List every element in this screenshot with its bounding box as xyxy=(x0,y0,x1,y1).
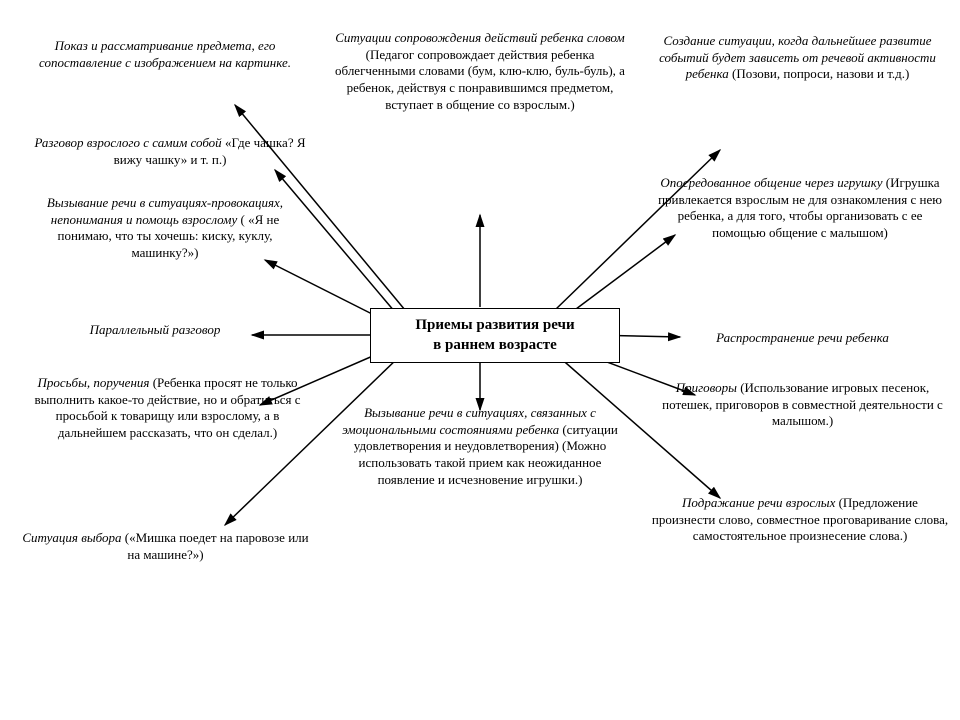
concept-node: Вызывание речи в ситуациях-провокациях, … xyxy=(30,195,300,262)
edge-arrow xyxy=(568,235,675,315)
concept-node: Параллельный разговор xyxy=(50,322,260,339)
concept-node: Показ и рассматривание предмета, его соп… xyxy=(20,38,310,71)
edge-arrow xyxy=(265,260,380,318)
concept-node: Просьбы, поручения (Ребенка просят не то… xyxy=(20,375,315,442)
concept-node: Распространение речи ребенка xyxy=(660,330,945,347)
concept-node: Опосредованное общение через игрушку (Иг… xyxy=(650,175,950,242)
concept-node: Ситуация выбора («Мишка поедет на парово… xyxy=(18,530,313,563)
diagram-stage: Приемы развития речи в раннем возрасте П… xyxy=(0,0,960,720)
center-topic: Приемы развития речи в раннем возрасте xyxy=(370,308,620,363)
concept-node: Разговор взрослого с самим собой «Где ча… xyxy=(30,135,310,168)
concept-node: Приговоры (Использование игровых песенок… xyxy=(650,380,955,430)
concept-node: Создание ситуации, когда дальнейшее разв… xyxy=(650,33,945,83)
concept-node: Подражание речи взрослых (Предложение пр… xyxy=(650,495,950,545)
center-line-2: в раннем возрасте xyxy=(385,335,605,355)
concept-node: Вызывание речи в ситуациях, связанных с … xyxy=(335,405,625,488)
concept-node: Ситуации сопровождения действий ребенка … xyxy=(335,30,625,113)
center-line-1: Приемы развития речи xyxy=(385,315,605,335)
